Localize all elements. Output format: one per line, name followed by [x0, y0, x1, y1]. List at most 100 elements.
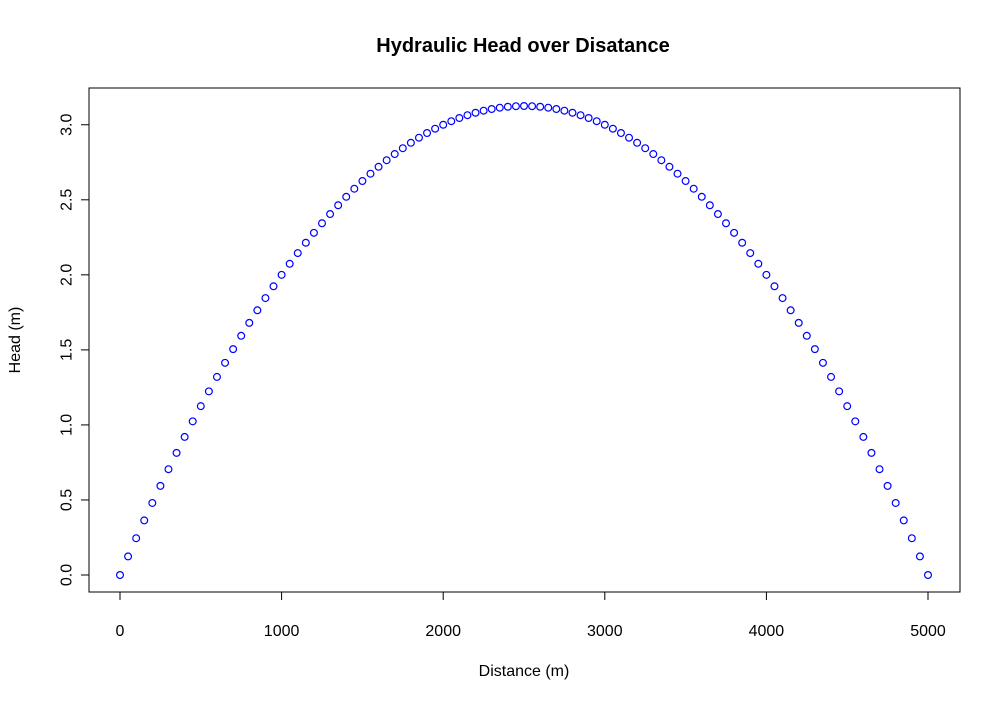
data-point — [382, 156, 391, 165]
data-point — [794, 318, 803, 327]
data-point — [552, 105, 561, 114]
data-point — [471, 108, 480, 117]
data-point — [633, 138, 642, 147]
data-point — [180, 432, 189, 441]
x-tick-label: 2000 — [425, 623, 461, 640]
data-point — [350, 184, 359, 193]
data-point — [907, 534, 916, 543]
data-point — [519, 101, 528, 110]
data-point — [487, 105, 496, 114]
data-point — [196, 402, 205, 411]
data-point — [705, 201, 714, 210]
data-point — [326, 210, 335, 219]
data-point — [560, 106, 569, 115]
x-axis: 0 1000 2000 3000 4000 5000 — [116, 591, 946, 640]
x-tick-label: 0 — [116, 623, 125, 640]
y-tick-label: 1.5 — [59, 339, 76, 361]
data-point — [616, 129, 625, 138]
data-point — [212, 372, 221, 381]
data-point — [115, 570, 124, 579]
data-point — [827, 372, 836, 381]
data-point — [358, 177, 367, 186]
x-tick-label: 4000 — [749, 623, 785, 640]
data-point — [423, 129, 432, 138]
data-point — [697, 192, 706, 201]
data-point — [802, 331, 811, 340]
data-points — [115, 101, 932, 579]
data-point — [584, 114, 593, 123]
data-point — [511, 102, 520, 111]
x-axis-title: Distance (m) — [479, 663, 570, 680]
data-point — [269, 282, 278, 291]
data-point — [544, 103, 553, 112]
data-point — [229, 345, 238, 354]
data-point — [277, 270, 286, 279]
data-point — [148, 498, 157, 507]
data-point — [124, 552, 133, 561]
data-point — [721, 219, 730, 228]
data-point — [390, 150, 399, 159]
x-tick-label: 3000 — [587, 623, 623, 640]
data-point — [156, 481, 165, 490]
x-tick-label: 1000 — [264, 623, 300, 640]
data-point — [576, 111, 585, 120]
data-point — [414, 133, 423, 142]
data-point — [867, 448, 876, 457]
data-point — [245, 318, 254, 327]
data-point — [762, 270, 771, 279]
data-point — [463, 111, 472, 120]
data-point — [503, 102, 512, 111]
data-point — [455, 114, 464, 123]
data-point — [398, 144, 407, 153]
data-point — [738, 238, 747, 247]
data-point — [342, 192, 351, 201]
data-point — [689, 184, 698, 193]
chart-title: Hydraulic Head over Disatance — [376, 35, 669, 57]
data-point — [899, 516, 908, 525]
data-point — [406, 138, 415, 147]
y-axis-title: Head (m) — [7, 307, 24, 374]
data-point — [188, 417, 197, 426]
data-point — [625, 133, 634, 142]
data-point — [568, 108, 577, 117]
data-point — [132, 534, 141, 543]
data-point — [479, 106, 488, 115]
data-point — [818, 358, 827, 367]
data-point — [293, 249, 302, 258]
data-point — [851, 417, 860, 426]
data-point — [810, 345, 819, 354]
data-point — [859, 432, 868, 441]
data-point — [334, 201, 343, 210]
y-tick-label: 3.0 — [59, 114, 76, 136]
data-point — [237, 331, 246, 340]
data-point — [730, 228, 739, 237]
data-point — [923, 570, 932, 579]
data-point — [770, 282, 779, 291]
data-point — [835, 387, 844, 396]
data-point — [261, 294, 270, 303]
data-point — [641, 144, 650, 153]
data-point — [657, 156, 666, 165]
data-point — [536, 102, 545, 111]
data-point — [843, 402, 852, 411]
data-point — [778, 294, 787, 303]
data-point — [681, 177, 690, 186]
data-point — [221, 358, 230, 367]
data-point — [649, 150, 658, 159]
data-point — [891, 498, 900, 507]
data-point — [673, 169, 682, 178]
data-point — [164, 465, 173, 474]
data-point — [600, 120, 609, 129]
data-point — [301, 238, 310, 247]
data-point — [447, 117, 456, 126]
data-point — [915, 552, 924, 561]
data-point — [608, 124, 617, 133]
data-point — [374, 162, 383, 171]
y-tick-label: 2.0 — [59, 264, 76, 286]
y-tick-label: 2.5 — [59, 189, 76, 211]
x-tick-label: 5000 — [910, 623, 946, 640]
y-tick-label: 0.0 — [59, 564, 76, 586]
data-point — [495, 103, 504, 112]
data-point — [746, 249, 755, 258]
